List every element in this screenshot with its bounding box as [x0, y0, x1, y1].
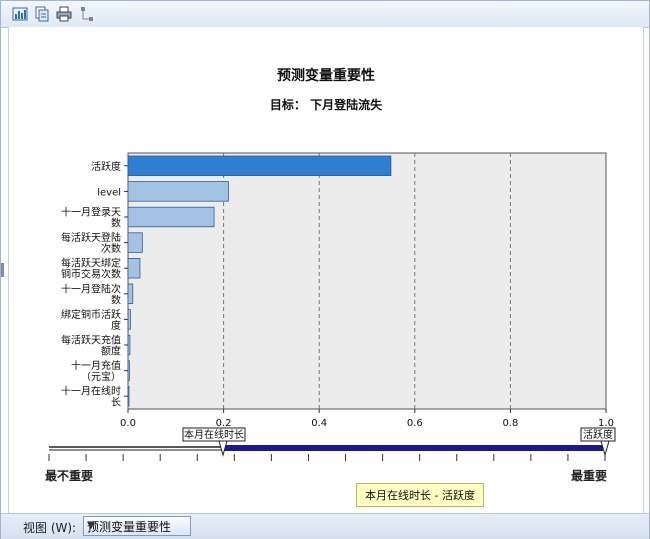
- bar[interactable]: [127, 283, 134, 305]
- chart-title: 预测变量重要性: [277, 68, 375, 84]
- y-tick-label: level: [97, 187, 121, 198]
- status-bar: 视图 (W): 预测变量重要性 ▼: [1, 513, 649, 539]
- bar[interactable]: [127, 155, 392, 177]
- slider-ticks: [48, 454, 606, 461]
- right-handle-label: 活跃度: [583, 428, 613, 441]
- y-tick-label: 每活跃天登陆次数: [61, 231, 121, 255]
- bar[interactable]: [127, 385, 130, 407]
- chart-subtitle: 目标： 下月登陆流失: [269, 98, 383, 112]
- view-select[interactable]: 预测变量重要性 ▼: [83, 516, 191, 536]
- tooltip: 本月在线时长 - 活跃度: [356, 483, 484, 507]
- x-tick-label: 0.2: [216, 418, 232, 429]
- splitter-handle[interactable]: [1, 263, 4, 277]
- x-axis-ticks: 0.0 0.2 0.4 0.6 0.8 1.0: [120, 409, 614, 429]
- bar[interactable]: [127, 232, 143, 253]
- chevron-down-icon: ▼: [87, 520, 95, 531]
- left-handle-label: 本月在线时长: [184, 428, 244, 441]
- y-tick-label: 每活跃天充值额度: [61, 334, 121, 358]
- bar[interactable]: [127, 181, 229, 202]
- view-label: 视图 (W):: [23, 521, 77, 535]
- slider-right-handle[interactable]: 活跃度: [580, 427, 616, 457]
- x-tick-label: 0.8: [502, 418, 518, 429]
- x-tick-label: 0.6: [407, 418, 423, 429]
- chart-edit-icon[interactable]: [12, 6, 28, 22]
- y-axis-labels: 活跃度 level 十一月登录天数每活跃天登陆次数每活跃天绑定铜币交易次数十一月登陆…: [61, 160, 128, 409]
- bars: [127, 155, 392, 407]
- y-tick-label: 十一月在线时长: [61, 385, 121, 409]
- y-tick-label: 十一月登陆次数: [61, 282, 121, 306]
- slider-selected-range: [223, 445, 603, 451]
- slider-max-label: 最重要: [571, 469, 608, 483]
- slider-min-label: 最不重要: [45, 469, 94, 483]
- slider-left-handle[interactable]: 本月在线时长: [182, 427, 246, 457]
- x-tick-label: 0.0: [120, 418, 136, 429]
- y-tick-label: 绑定铜币活跃度: [61, 308, 121, 332]
- x-tick-label: 0.4: [311, 418, 327, 429]
- y-tick-label: 十一月充值（元宝）: [71, 359, 121, 383]
- hierarchy-icon[interactable]: [79, 6, 95, 22]
- bar[interactable]: [127, 309, 131, 330]
- bar[interactable]: [127, 257, 141, 279]
- importance-chart: 活跃度 level 十一月登录天数每活跃天登陆次数每活跃天绑定铜币交易次数十一月登陆…: [61, 152, 614, 429]
- importance-slider[interactable]: 本月在线时长 活跃度: [1, 421, 650, 481]
- y-tick-label: 活跃度: [91, 160, 121, 173]
- bar[interactable]: [127, 360, 130, 381]
- print-icon[interactable]: [56, 6, 72, 22]
- y-tick-label: 十一月登录天数: [61, 206, 121, 230]
- bar[interactable]: [127, 334, 131, 356]
- bar[interactable]: [127, 206, 215, 228]
- copy-icon[interactable]: [34, 6, 50, 22]
- view-select-value: 预测变量重要性: [87, 520, 172, 534]
- y-tick-label: 每活跃天绑定铜币交易次数: [61, 257, 121, 281]
- x-tick-label: 1.0: [598, 418, 614, 429]
